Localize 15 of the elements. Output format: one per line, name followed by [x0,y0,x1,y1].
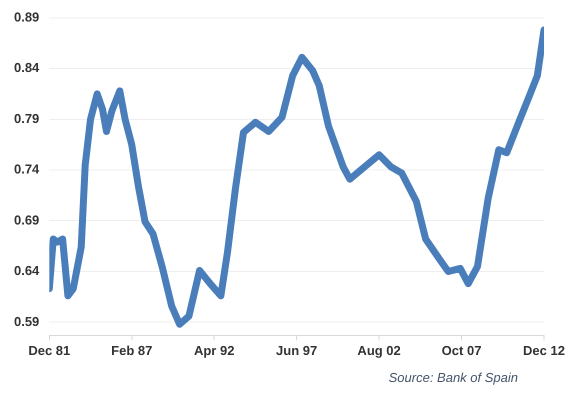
x-tick-label: Oct 07 [442,342,482,358]
y-tick-label: 0.74 [14,162,40,177]
y-tick-label: 0.84 [14,60,40,76]
x-tick-label: Apr 92 [194,342,234,358]
x-tick-label: Feb 87 [111,342,152,358]
x-tick-label: Aug 02 [357,342,401,358]
y-tick-label: 0.89 [14,9,40,24]
y-tick-label: 0.64 [14,263,40,278]
y-tick-label: 0.59 [14,314,40,329]
x-tick-label: Dec 81 [28,342,70,358]
x-tick-label: Jun 97 [276,342,318,358]
y-tick-label: 0.79 [14,110,40,126]
source-note: Source: Bank of Spain [388,370,518,385]
x-tick-label: Dec 12 [523,342,565,358]
y-tick-label: 0.69 [14,212,40,228]
